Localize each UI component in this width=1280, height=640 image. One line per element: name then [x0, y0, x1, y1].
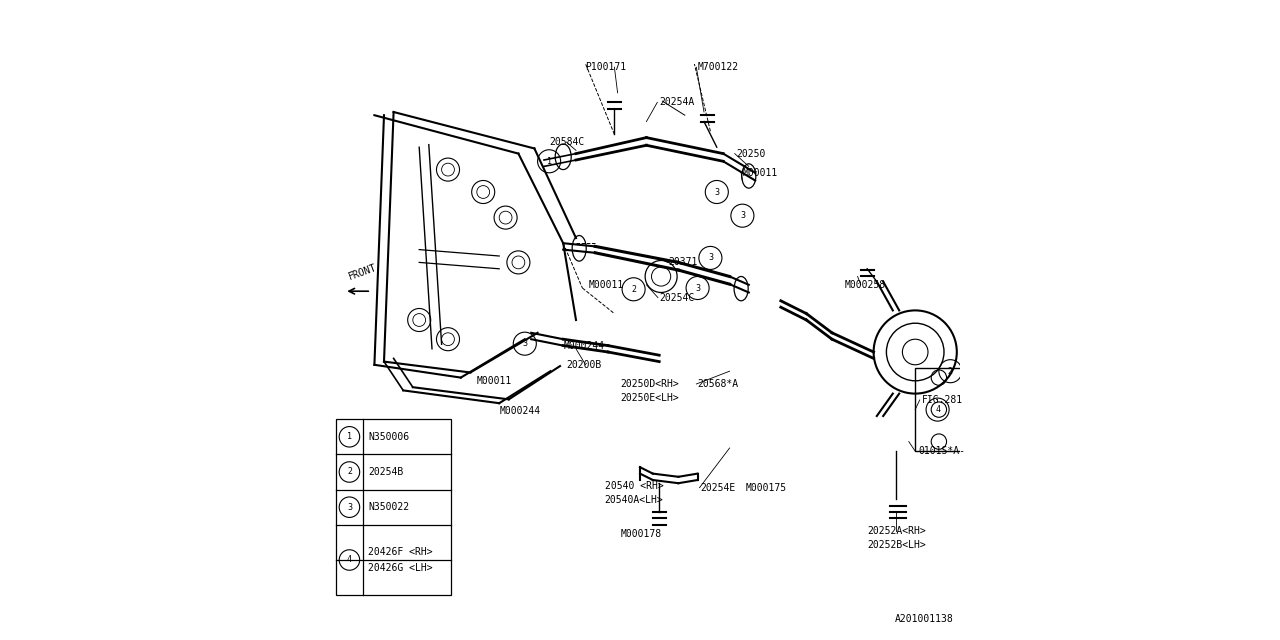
Text: 4: 4: [347, 556, 352, 564]
Text: 20252A<RH>: 20252A<RH>: [868, 526, 925, 536]
Text: M000244: M000244: [499, 406, 540, 416]
Text: 20250E<LH>: 20250E<LH>: [621, 393, 680, 403]
Text: 20371: 20371: [668, 257, 698, 268]
Text: N350022: N350022: [369, 502, 410, 512]
Text: 1: 1: [547, 157, 552, 166]
Text: A201001138: A201001138: [895, 614, 954, 624]
Text: M000175: M000175: [745, 483, 787, 493]
Text: 2: 2: [948, 367, 952, 376]
Text: 0101S*A-: 0101S*A-: [919, 446, 965, 456]
Text: 20200B: 20200B: [566, 360, 602, 370]
Text: 20250D<RH>: 20250D<RH>: [621, 379, 680, 389]
Text: 20426F <RH>: 20426F <RH>: [369, 547, 433, 557]
Text: 20584C: 20584C: [549, 137, 585, 147]
Text: 3: 3: [695, 284, 700, 292]
Text: 3: 3: [347, 502, 352, 512]
Text: 20254C: 20254C: [659, 292, 695, 303]
Text: 4: 4: [936, 405, 940, 414]
Text: 20540A<LH>: 20540A<LH>: [604, 495, 663, 506]
Text: M000258: M000258: [845, 280, 886, 290]
Text: 3: 3: [708, 253, 713, 262]
Text: FRONT: FRONT: [347, 262, 378, 282]
Text: M00011: M00011: [742, 168, 778, 178]
Text: 3: 3: [714, 188, 719, 196]
Text: M00011: M00011: [477, 376, 512, 386]
Text: 20540 <RH>: 20540 <RH>: [604, 481, 663, 492]
Text: 20426G <LH>: 20426G <LH>: [369, 563, 433, 573]
Text: 20254B: 20254B: [369, 467, 403, 477]
Text: FIG.281: FIG.281: [922, 395, 963, 405]
Text: 2: 2: [347, 467, 352, 477]
Text: M000178: M000178: [621, 529, 662, 540]
Text: N350006: N350006: [369, 432, 410, 442]
Text: 20568*A: 20568*A: [698, 379, 739, 389]
Text: 3: 3: [522, 339, 527, 348]
Text: 20254A: 20254A: [659, 97, 695, 108]
Text: 20254E: 20254E: [701, 483, 736, 493]
Text: M000244: M000244: [563, 340, 604, 351]
Text: 20252B<LH>: 20252B<LH>: [868, 540, 925, 550]
Text: 3: 3: [740, 211, 745, 220]
Text: 20250: 20250: [736, 148, 765, 159]
Text: 2: 2: [631, 285, 636, 294]
Text: M700122: M700122: [698, 62, 739, 72]
Text: 1: 1: [347, 432, 352, 442]
Text: M00011: M00011: [589, 280, 625, 290]
Text: P100171: P100171: [585, 62, 627, 72]
